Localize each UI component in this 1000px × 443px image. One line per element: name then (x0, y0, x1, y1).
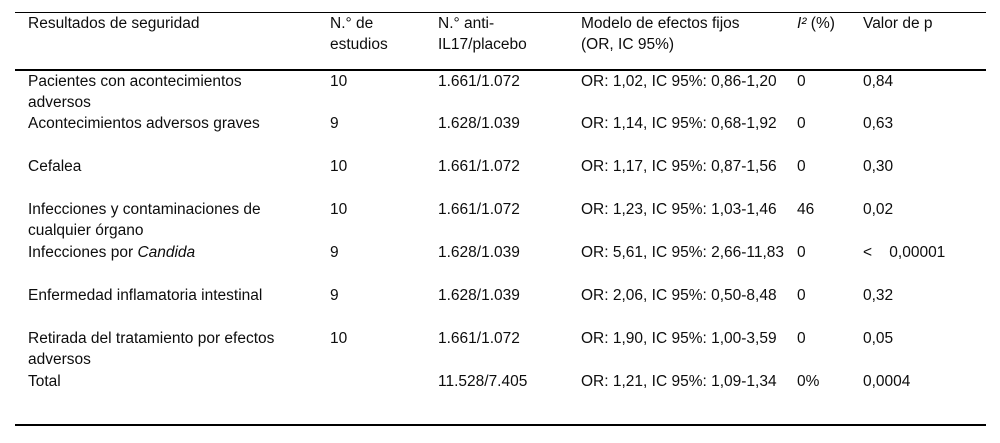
table-row: Retirada del tratamiento por efectos adv… (15, 328, 986, 371)
outcome-cell: Infecciones y contaminaciones de cualqui… (15, 199, 330, 242)
col-header-n-studies-label: N.° de estudios (330, 15, 388, 53)
outcome-cell: Cefalea (15, 156, 330, 199)
col-header-n-ratio-label: N.° anti-IL17/placebo (438, 15, 527, 53)
n-ratio-cell: 1.661/1.072 (438, 200, 520, 218)
table-body: Pacientes con acontecimientos adversos 1… (15, 70, 986, 425)
p-value-cell: 0,32 (863, 286, 894, 304)
safety-results-table: Resultados de seguridad N.° de estudios … (15, 12, 986, 426)
outcome-text: Cefalea (28, 157, 82, 175)
outcome-text: Pacientes con acontecimientos adversos (28, 72, 242, 111)
i2-cell: 46 (797, 200, 815, 218)
n-ratio-cell: 1.661/1.072 (438, 72, 520, 90)
outcome-cell: Total (15, 371, 330, 425)
outcome-text: Infecciones por (28, 243, 138, 261)
table-row: Infecciones por Candida 9 1.628/1.039 OR… (15, 242, 986, 285)
table-row: Cefalea 10 1.661/1.072 OR: 1,17, IC 95%:… (15, 156, 986, 199)
table-row: Enfermedad inflamatoria intestinal 9 1.6… (15, 285, 986, 328)
outcome-text: Retirada del tratamiento por efectos adv… (28, 329, 275, 368)
n-studies-cell: 9 (330, 243, 339, 261)
outcome-cell: Enfermedad inflamatoria intestinal (15, 285, 330, 328)
outcome-cell: Infecciones por Candida (15, 242, 330, 285)
col-header-outcome-label: Resultados de seguridad (28, 15, 200, 32)
table-row: Pacientes con acontecimientos adversos 1… (15, 70, 986, 113)
i2-cell: 0 (797, 114, 806, 132)
i2-cell: 0 (797, 157, 806, 175)
header-row: Resultados de seguridad N.° de estudios … (15, 12, 986, 71)
col-header-i2: I² (%) (797, 12, 863, 71)
model-cell: OR: 1,02, IC 95%: 0,86-1,20 (581, 72, 777, 90)
model-cell: OR: 5,61, IC 95%: 2,66-11,83 (581, 243, 785, 261)
model-cell: OR: 2,06, IC 95%: 0,50-8,48 (581, 286, 777, 304)
p-value-cell: 0,30 (863, 157, 894, 175)
n-ratio-cell: 1.628/1.039 (438, 114, 520, 132)
p-value-cell: 0,02 (863, 200, 894, 218)
p-value-cell: 0,63 (863, 114, 894, 132)
i2-cell: 0 (797, 286, 806, 304)
col-header-n-studies: N.° de estudios (330, 12, 438, 71)
table-row-total: Total 11.528/7.405 OR: 1,21, IC 95%: 1,0… (15, 371, 986, 425)
safety-results-table-container: Resultados de seguridad N.° de estudios … (15, 12, 986, 426)
i2-cell: 0 (797, 243, 806, 261)
model-cell: OR: 1,23, IC 95%: 1,03-1,46 (581, 200, 777, 218)
n-ratio-cell: 1.661/1.072 (438, 157, 520, 175)
model-cell: OR: 1,21, IC 95%: 1,09-1,34 (581, 372, 777, 390)
p-value-cell: 0,0004 (863, 372, 911, 390)
n-studies-cell: 9 (330, 114, 339, 132)
table-row: Infecciones y contaminaciones de cualqui… (15, 199, 986, 242)
col-header-p-value-label: Valor de p (863, 15, 933, 32)
i2-cell: 0 (797, 72, 806, 90)
outcome-cell: Pacientes con acontecimientos adversos (15, 70, 330, 113)
model-cell: OR: 1,90, IC 95%: 1,00-3,59 (581, 329, 777, 347)
n-ratio-cell: 1.661/1.072 (438, 329, 520, 347)
outcome-cell: Retirada del tratamiento por efectos adv… (15, 328, 330, 371)
n-studies-cell: 10 (330, 72, 348, 90)
n-studies-cell (330, 371, 438, 425)
outcome-cell: Acontecimientos adversos graves (15, 113, 330, 156)
n-ratio-cell: 11.528/7.405 (438, 372, 528, 390)
p-value-cell: 0,84 (863, 72, 894, 90)
outcome-text: Acontecimientos adversos graves (28, 114, 260, 132)
col-header-model-label: Modelo de efectos fijos (OR, IC 95%) (581, 15, 740, 53)
p-value-cell: < 0,00001 (863, 243, 946, 261)
col-header-p-value: Valor de p (863, 12, 986, 71)
outcome-text: Total (28, 372, 61, 390)
i2-symbol: I² (797, 15, 807, 32)
n-ratio-cell: 1.628/1.039 (438, 286, 520, 304)
outcome-text: Enfermedad inflamatoria intestinal (28, 286, 263, 304)
i2-unit: (%) (810, 15, 835, 32)
n-ratio-cell: 1.628/1.039 (438, 243, 520, 261)
col-header-outcome: Resultados de seguridad (15, 12, 330, 71)
p-value-cell: 0,05 (863, 329, 894, 347)
n-studies-cell: 9 (330, 286, 339, 304)
model-cell: OR: 1,14, IC 95%: 0,68-1,92 (581, 114, 777, 132)
i2-cell: 0% (797, 372, 820, 390)
outcome-text: Infecciones y contaminaciones de cualqui… (28, 200, 261, 239)
n-studies-cell: 10 (330, 200, 348, 218)
table-row: Acontecimientos adversos graves 9 1.628/… (15, 113, 986, 156)
model-cell: OR: 1,17, IC 95%: 0,87-1,56 (581, 157, 777, 175)
n-studies-cell: 10 (330, 157, 348, 175)
n-studies-cell: 10 (330, 329, 348, 347)
col-header-n-ratio: N.° anti-IL17/placebo (438, 12, 581, 71)
col-header-model: Modelo de efectos fijos (OR, IC 95%) (581, 12, 797, 71)
outcome-italic-text: Candida (137, 243, 196, 261)
table-header: Resultados de seguridad N.° de estudios … (15, 12, 986, 71)
i2-cell: 0 (797, 329, 806, 347)
